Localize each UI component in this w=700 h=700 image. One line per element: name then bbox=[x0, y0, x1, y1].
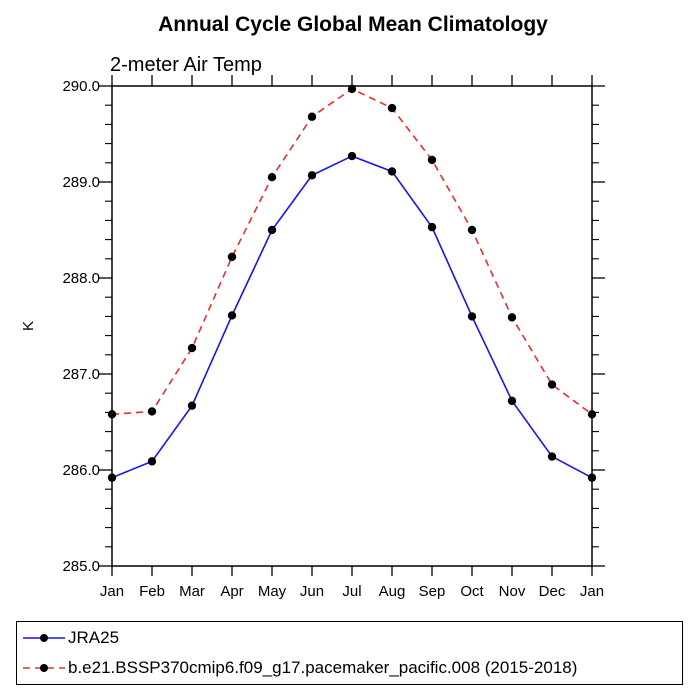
data-point-marker bbox=[387, 167, 397, 176]
data-point-marker bbox=[507, 313, 517, 322]
data-point-marker bbox=[227, 252, 237, 262]
y-tick-label: 287.0 bbox=[62, 366, 100, 383]
data-point-marker bbox=[547, 452, 557, 461]
y-tick-label: 288.0 bbox=[62, 270, 100, 287]
series-line-solid bbox=[111, 155, 593, 479]
data-point-marker bbox=[107, 473, 117, 482]
data-point-marker bbox=[147, 457, 157, 466]
data-point-marker bbox=[307, 112, 317, 121]
data-point-marker bbox=[307, 171, 317, 180]
data-point-marker bbox=[467, 312, 477, 321]
data-point-marker bbox=[547, 380, 557, 389]
data-point-marker bbox=[147, 407, 157, 416]
x-tick-label: Jun bbox=[300, 583, 324, 600]
x-tick-label: Jan bbox=[100, 583, 124, 600]
y-axis-label: K bbox=[20, 321, 37, 331]
data-point-marker bbox=[467, 225, 477, 235]
x-tick-label: Dec bbox=[539, 583, 566, 600]
data-point-marker bbox=[187, 343, 197, 353]
x-tick-label: Nov bbox=[499, 583, 526, 600]
x-tick-label: Oct bbox=[460, 583, 484, 600]
series-layer bbox=[107, 84, 597, 482]
x-tick-label: Aug bbox=[379, 583, 406, 600]
legend-label: JRA25 bbox=[68, 627, 120, 647]
data-point-marker bbox=[427, 222, 437, 232]
x-tick-label: Apr bbox=[220, 583, 243, 600]
legend-line-sample-solid bbox=[23, 633, 65, 642]
x-tick-label: May bbox=[258, 583, 287, 600]
x-tick-label: Jan bbox=[580, 583, 604, 600]
chart-subtitle: 2-meter Air Temp bbox=[110, 54, 262, 76]
x-tick-label: Jul bbox=[342, 583, 361, 600]
data-point-marker bbox=[267, 173, 277, 182]
data-point-marker bbox=[587, 410, 597, 419]
legend-entry-model: b.e21.BSSP370cmip6.f09_g17.pacemaker_pac… bbox=[17, 653, 682, 683]
legend-entry-jra25: JRA25 bbox=[17, 623, 682, 653]
data-point-marker bbox=[347, 151, 357, 161]
data-point-marker bbox=[507, 396, 517, 406]
legend-box: JRA25 b.e21.BSSP370cmip6.f09_g17.pacemak… bbox=[16, 621, 683, 685]
chart-title: Annual Cycle Global Mean Climatology bbox=[158, 13, 548, 36]
data-point-marker bbox=[227, 311, 237, 320]
data-point-marker bbox=[187, 401, 197, 410]
x-tick-label: Feb bbox=[139, 583, 165, 600]
axes-layer: Jan Feb Mar Apr May Jun Jul Aug Sep Oct Nov Dec Jan2… bbox=[62, 75, 605, 600]
y-tick-label: 289.0 bbox=[62, 174, 100, 191]
annual-cycle-chart: Annual Cycle Global Mean Climatology 2-m… bbox=[20, 13, 605, 600]
data-point-marker bbox=[347, 84, 357, 94]
y-tick-label: 286.0 bbox=[62, 462, 100, 479]
y-tick-label: 290.0 bbox=[62, 78, 100, 95]
x-tick-label: Mar bbox=[179, 583, 205, 600]
data-point-marker bbox=[107, 410, 117, 419]
data-point-marker bbox=[387, 103, 397, 113]
data-point-marker bbox=[587, 473, 597, 482]
series-line-dashed bbox=[111, 87, 593, 416]
data-point-marker bbox=[427, 155, 437, 165]
y-tick-label: 285.0 bbox=[62, 558, 100, 575]
data-point-marker bbox=[267, 225, 277, 235]
legend-label: b.e21.BSSP370cmip6.f09_g17.pacemaker_pac… bbox=[68, 658, 578, 678]
legend-line-sample-dashed bbox=[23, 664, 65, 673]
x-tick-label: Sep bbox=[419, 583, 446, 600]
